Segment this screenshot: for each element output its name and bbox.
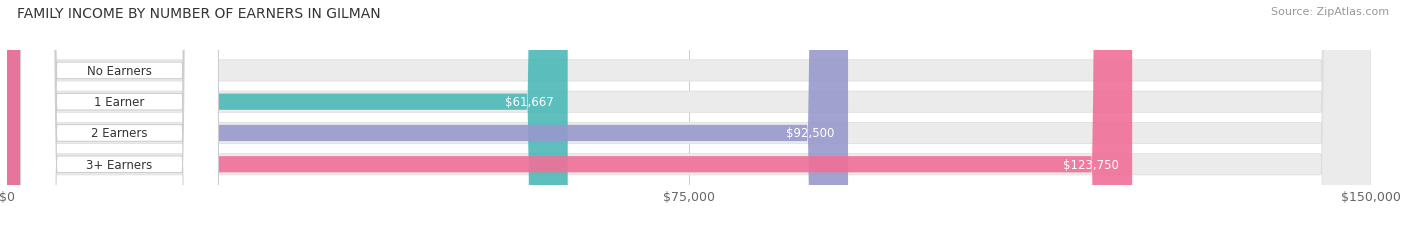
FancyBboxPatch shape <box>21 0 218 231</box>
FancyBboxPatch shape <box>21 0 218 231</box>
Text: No Earners: No Earners <box>87 65 152 78</box>
Text: $0: $0 <box>25 65 41 78</box>
FancyBboxPatch shape <box>7 0 1371 231</box>
FancyBboxPatch shape <box>21 0 218 231</box>
Text: $123,750: $123,750 <box>1063 158 1119 171</box>
Text: 2 Earners: 2 Earners <box>91 127 148 140</box>
Text: $61,667: $61,667 <box>505 96 554 109</box>
FancyBboxPatch shape <box>7 0 1132 231</box>
FancyBboxPatch shape <box>7 0 568 231</box>
Text: 3+ Earners: 3+ Earners <box>86 158 153 171</box>
Text: FAMILY INCOME BY NUMBER OF EARNERS IN GILMAN: FAMILY INCOME BY NUMBER OF EARNERS IN GI… <box>17 7 381 21</box>
FancyBboxPatch shape <box>7 0 1371 231</box>
Text: $92,500: $92,500 <box>786 127 834 140</box>
FancyBboxPatch shape <box>21 0 218 231</box>
Text: 1 Earner: 1 Earner <box>94 96 145 109</box>
FancyBboxPatch shape <box>7 0 1371 231</box>
FancyBboxPatch shape <box>7 0 1371 231</box>
Text: Source: ZipAtlas.com: Source: ZipAtlas.com <box>1271 7 1389 17</box>
FancyBboxPatch shape <box>7 0 848 231</box>
